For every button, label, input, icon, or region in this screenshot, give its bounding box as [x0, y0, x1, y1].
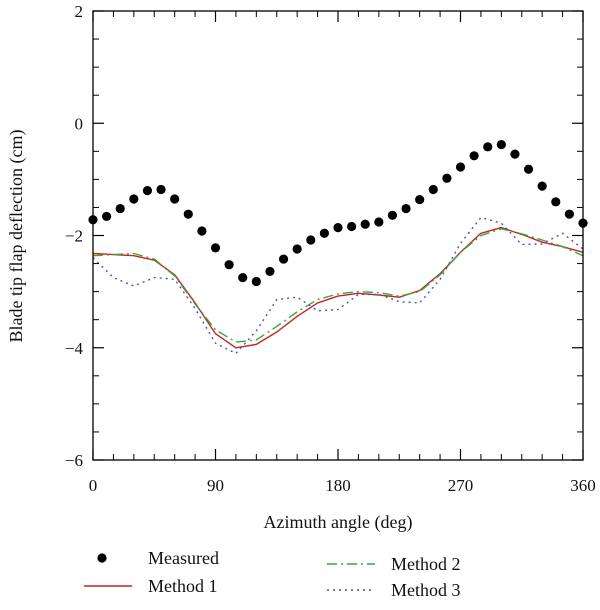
legend-marker: [97, 553, 107, 563]
y-tick-label: 2: [75, 2, 84, 21]
data-point: [333, 223, 343, 233]
data-point: [224, 260, 234, 270]
data-point: [115, 203, 125, 214]
data-point: [455, 162, 466, 172]
data-point: [360, 219, 370, 229]
data-point: [197, 226, 207, 236]
data-point: [319, 228, 329, 238]
series-method-3: [92, 216, 584, 355]
series-line: [92, 226, 584, 349]
series-measured: [88, 139, 588, 287]
data-point: [401, 203, 411, 214]
data-point: [265, 266, 275, 277]
data-point: [523, 164, 534, 174]
series-line: [92, 216, 584, 355]
data-point: [442, 173, 452, 183]
data-point: [170, 194, 180, 204]
y-tick-label: −6: [65, 451, 83, 470]
legend-item-method-3: Method 3: [327, 580, 461, 600]
data-point: [496, 139, 506, 150]
data-point: [156, 184, 166, 195]
data-point: [292, 244, 302, 254]
x-tick-label: 180: [325, 476, 351, 495]
data-point: [564, 209, 574, 219]
data-point: [183, 209, 193, 219]
y-axis-label: Blade tip flap deflection (cm): [6, 130, 27, 343]
data-point: [387, 210, 398, 220]
data-point: [129, 194, 139, 204]
legend-item-measured: Measured: [97, 548, 219, 568]
x-tick-label: 0: [89, 476, 98, 495]
x-tick-label: 90: [207, 476, 224, 495]
data-point: [469, 151, 479, 161]
data-point: [510, 149, 520, 159]
data-point: [102, 211, 112, 222]
y-tick-label: 0: [75, 114, 84, 133]
data-point: [415, 194, 425, 205]
plot-frame: [92, 10, 584, 461]
data-point: [428, 184, 438, 195]
legend-label: Method 1: [148, 576, 218, 596]
data-point: [347, 221, 357, 232]
data-point: [483, 142, 493, 152]
legend-label: Method 2: [391, 554, 461, 574]
data-point: [142, 186, 153, 196]
data-point: [278, 254, 289, 264]
series-line: [92, 228, 584, 343]
x-tick-label: 270: [448, 476, 474, 495]
plot-area: [88, 139, 588, 355]
data-point: [238, 272, 248, 283]
axes: 0 90 180 270 360 −6 −4 −2 0 2: [65, 2, 596, 495]
x-tick-label: 360: [570, 476, 596, 495]
y-tick-label: −4: [65, 339, 84, 358]
data-point: [306, 235, 316, 245]
data-point: [251, 276, 261, 287]
x-axis-label: Azimuth angle (deg): [264, 512, 413, 533]
series-method-2: [92, 228, 584, 343]
legend-item-method-1: Method 1: [84, 576, 218, 596]
series-method-1: [92, 226, 584, 349]
data-point: [551, 197, 561, 207]
y-tick-label: −2: [65, 227, 83, 246]
legend-label: Method 3: [391, 580, 461, 600]
data-point: [374, 217, 384, 227]
legend-item-method-2: Method 2: [327, 554, 461, 574]
legend-label: Measured: [148, 548, 219, 568]
data-point: [537, 181, 547, 191]
data-point: [210, 243, 221, 253]
legend: Measured Method 1 Method 2 Method 3: [84, 548, 461, 600]
